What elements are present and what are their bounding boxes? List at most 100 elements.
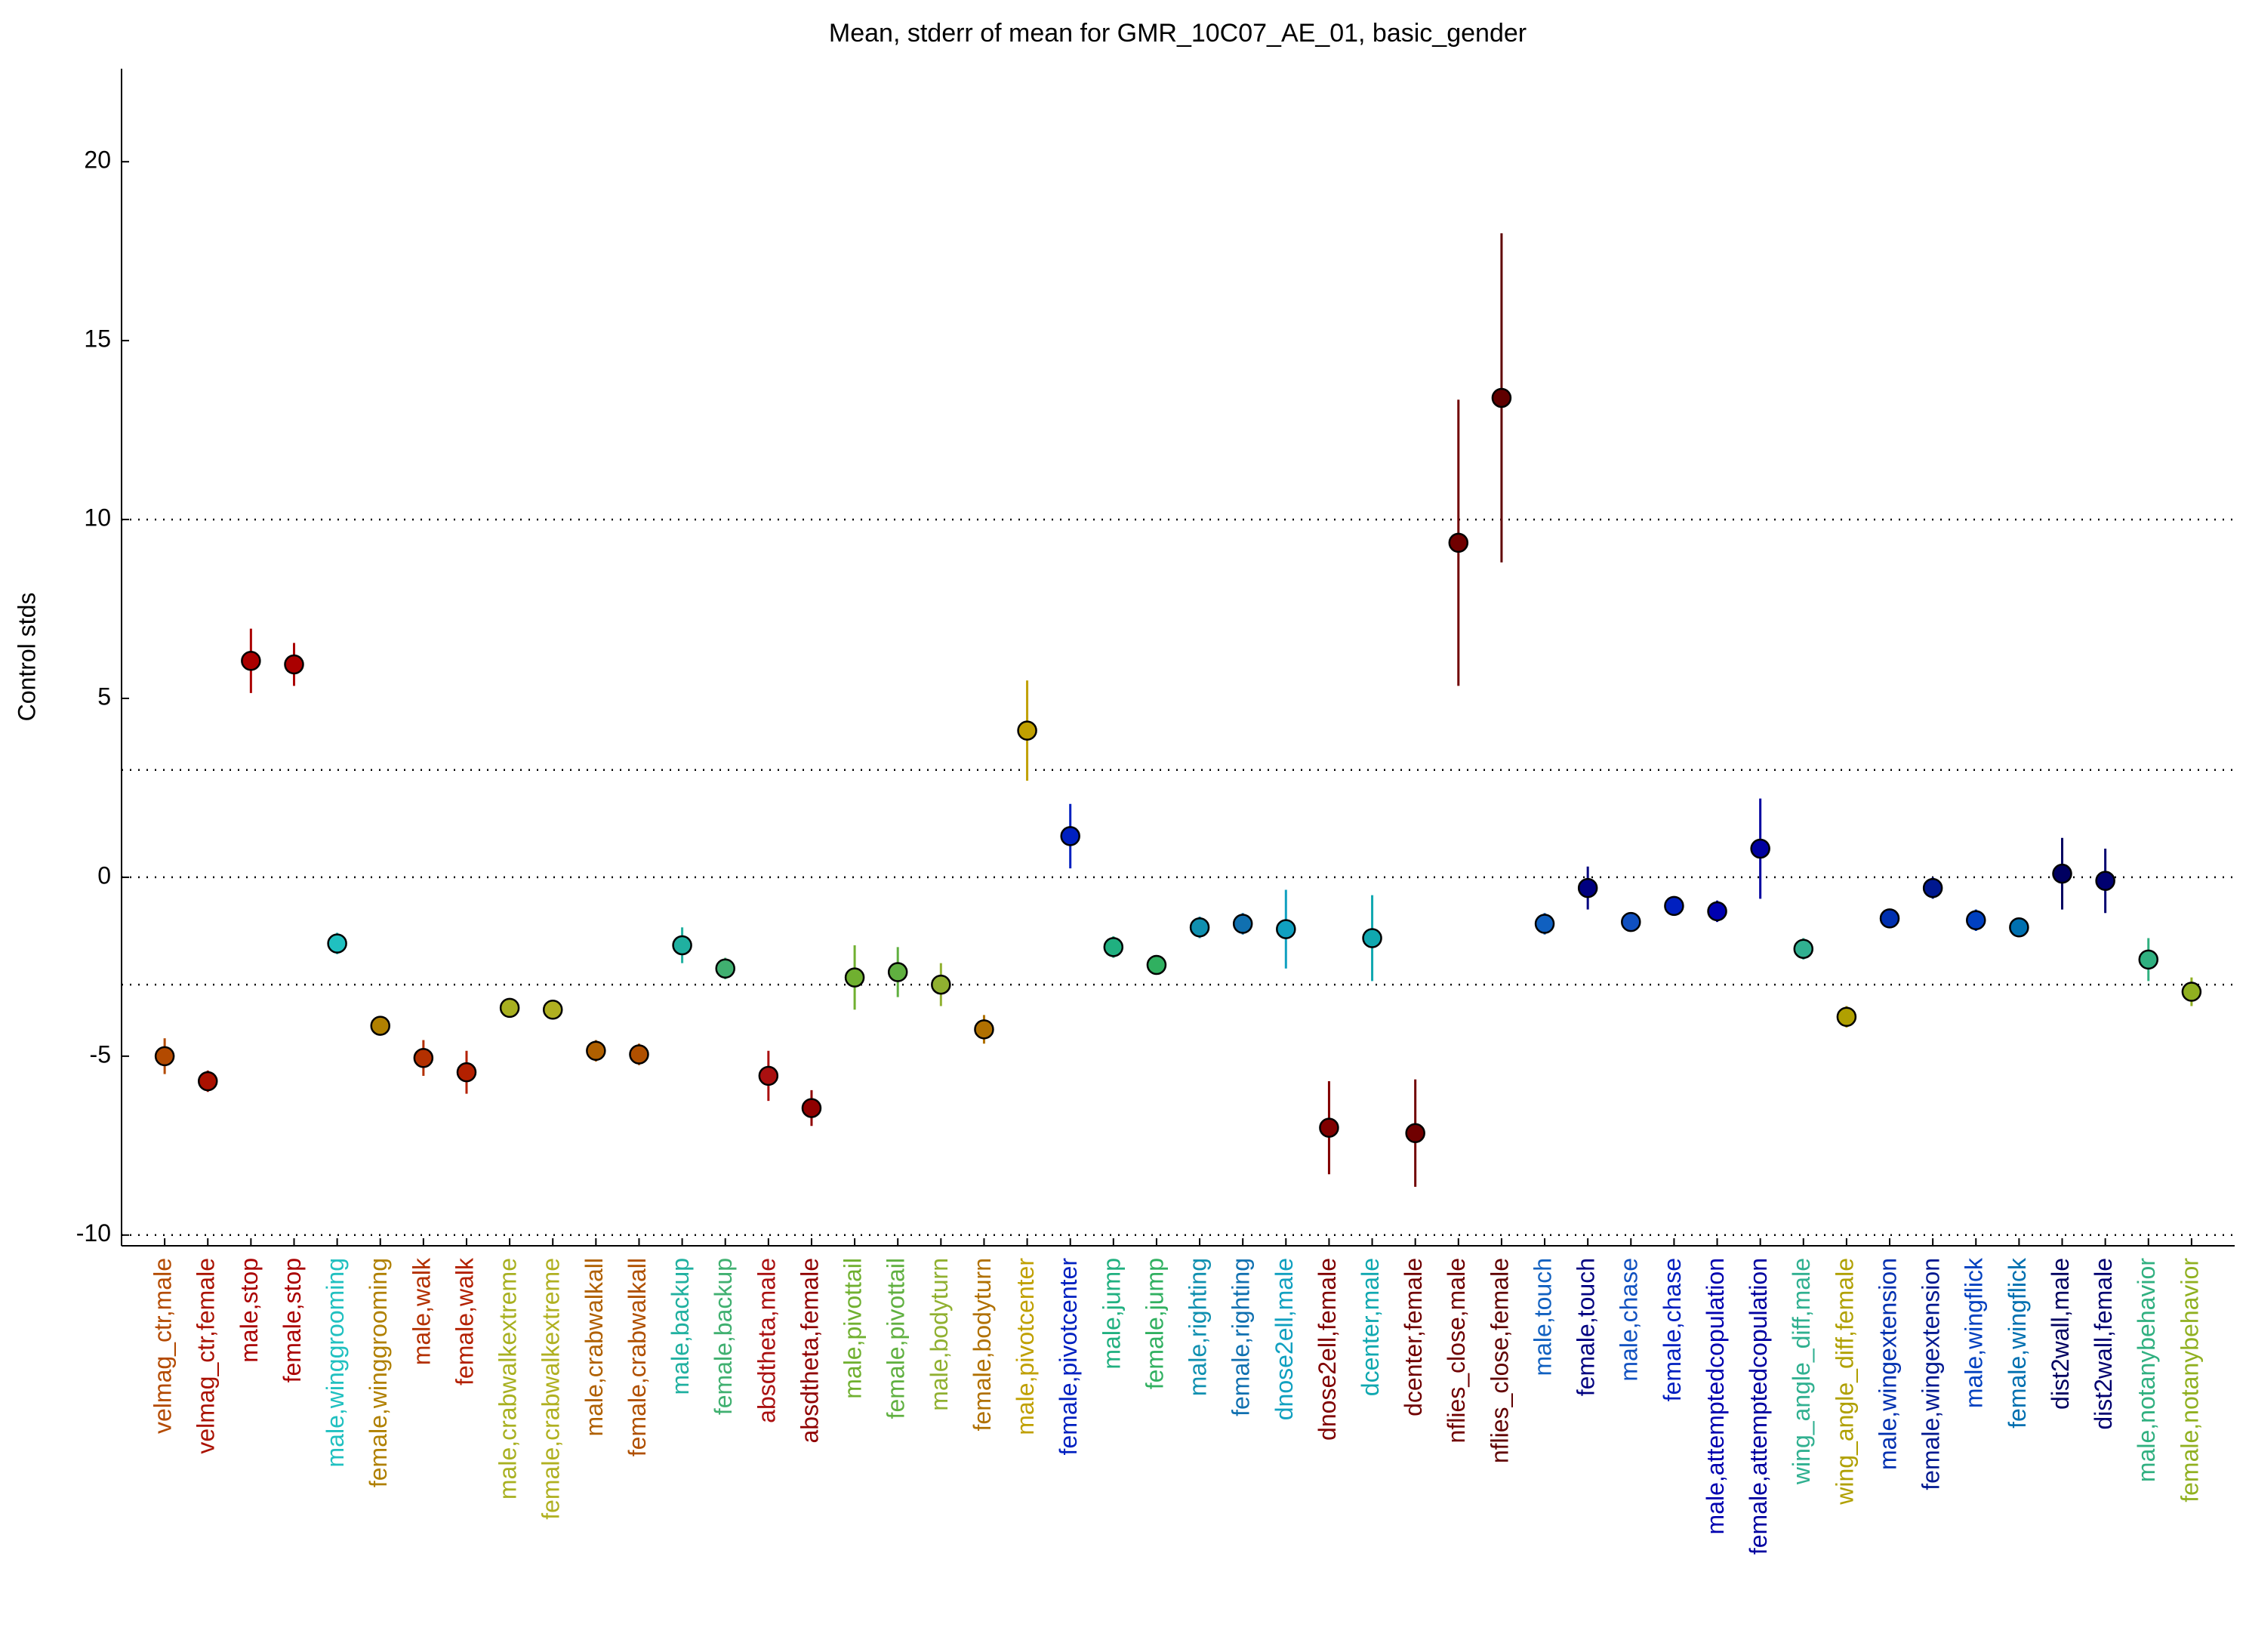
mean-marker (456, 1062, 477, 1083)
x-tick-label: female,crabwalkextreme (538, 1258, 565, 1520)
mean-marker (1232, 914, 1253, 934)
mean-marker (758, 1065, 779, 1086)
mean-marker (1707, 901, 1727, 922)
mean-marker (1189, 917, 1210, 938)
mean-marker (499, 997, 520, 1019)
mean-marker (1793, 938, 1814, 959)
x-tick-label: velmag_ctr,male (149, 1258, 177, 1434)
mean-marker (1319, 1117, 1339, 1138)
x-tick-label: female,bodyturn (969, 1258, 996, 1431)
x-tick-label: wing_angle_diff,male (1788, 1258, 1815, 1485)
mean-marker (1146, 954, 1167, 975)
mean-marker (801, 1098, 822, 1118)
mean-marker (1017, 720, 1037, 741)
x-tick-label: male,wingextension (1874, 1258, 1901, 1470)
x-tick-label: male,crabwalkextreme (494, 1258, 522, 1499)
x-tick-label: absdtheta,male (753, 1258, 780, 1423)
x-tick-label: nflies_close,female (1486, 1258, 1513, 1463)
x-tick-label: female,touch (1573, 1258, 1600, 1396)
mean-marker (1836, 1006, 1857, 1027)
x-tick-label: female,winggrooming (365, 1258, 392, 1487)
mean-marker (542, 1000, 563, 1020)
mean-marker (1362, 928, 1382, 948)
x-tick-label: male,walk (408, 1257, 435, 1365)
x-tick-label: male,winggrooming (322, 1258, 349, 1467)
x-tick-label: female,crabwalkall (624, 1258, 651, 1456)
x-tick-label: female,attemptedcopulation (1745, 1258, 1772, 1555)
x-tick-label: female,wingflick (2004, 1257, 2031, 1429)
mean-marker (154, 1046, 175, 1067)
x-tick-label: female,notanybehavior (2176, 1258, 2203, 1503)
mean-marker (1621, 911, 1641, 932)
x-tick-label: male,notanybehavior (2133, 1258, 2160, 1482)
mean-marker (2009, 917, 2029, 938)
x-tick-label: dnose2ell,male (1271, 1258, 1298, 1420)
mean-marker (197, 1071, 218, 1092)
mean-marker (586, 1040, 606, 1061)
mean-marker (844, 967, 865, 988)
x-tick-label: velmag_ctr,female (193, 1258, 220, 1454)
x-tick-label: male,wingflick (1961, 1257, 1988, 1408)
x-tick-label: dcenter,male (1357, 1258, 1384, 1396)
mean-marker (241, 650, 261, 671)
mean-marker (1966, 910, 1986, 931)
y-tick-label: 0 (97, 861, 111, 889)
mean-marker (1491, 387, 1512, 408)
x-tick-label: dist2wall,female (2090, 1258, 2117, 1430)
x-tick-label: female,pivottail (883, 1258, 910, 1419)
mean-marker (2181, 982, 2202, 1002)
x-tick-label: male,jump (1098, 1258, 1125, 1370)
mean-marker (1060, 826, 1080, 846)
mean-marker (629, 1044, 649, 1065)
x-tick-label: dnose2ell,female (1314, 1258, 1341, 1441)
x-tick-label: nflies_close,male (1443, 1258, 1470, 1443)
x-tick-label: male,stop (236, 1258, 263, 1363)
mean-marker (1276, 919, 1296, 939)
x-tick-label: male,righting (1185, 1258, 1212, 1396)
mean-marker (887, 962, 908, 982)
x-tick-label: female,chase (1659, 1258, 1686, 1401)
x-tick-label: female,pivotcenter (1055, 1258, 1082, 1456)
x-tick-label: female,jump (1141, 1258, 1168, 1389)
mean-marker (974, 1019, 994, 1040)
mean-marker (2095, 871, 2115, 891)
mean-marker (1448, 532, 1469, 553)
y-axis-label: Control stds (13, 593, 40, 722)
x-tick-label: female,stop (279, 1258, 306, 1382)
mean-marker (1664, 895, 1684, 917)
x-tick-label: dcenter,female (1400, 1258, 1427, 1416)
x-tick-label: male,pivotcenter (1012, 1258, 1039, 1435)
x-tick-label: male,bodyturn (926, 1258, 953, 1411)
mean-marker (284, 654, 304, 675)
x-tick-label: male,backup (667, 1258, 694, 1395)
mean-marker (1534, 914, 1555, 934)
mean-marker (1922, 877, 1943, 898)
x-tick-label: male,chase (1616, 1258, 1643, 1382)
x-tick-label: wing_angle_diff,female (1831, 1258, 1858, 1506)
mean-marker (2052, 863, 2072, 884)
x-tick-label: female,wingextension (1918, 1258, 1945, 1490)
mean-marker (672, 935, 692, 956)
mean-marker (1405, 1123, 1425, 1143)
mean-marker (715, 958, 735, 979)
x-tick-label: male,crabwalkall (581, 1258, 608, 1437)
mean-marker (1103, 937, 1124, 957)
x-tick-label: female,walk (451, 1257, 478, 1385)
x-tick-label: female,backup (710, 1258, 737, 1415)
x-tick-label: absdtheta,female (796, 1258, 823, 1444)
y-tick-label: 15 (84, 325, 111, 353)
mean-marker (1879, 908, 1900, 929)
mean-marker (413, 1047, 434, 1068)
mean-marker (1750, 838, 1770, 859)
x-tick-label: male,touch (1529, 1258, 1556, 1376)
mean-marker (1577, 877, 1598, 898)
x-tick-label: dist2wall,male (2047, 1258, 2074, 1410)
y-tick-label: 20 (84, 146, 111, 174)
mean-marker (2138, 949, 2159, 970)
x-tick-label: male,attemptedcopulation (1702, 1258, 1729, 1534)
y-tick-label: -5 (90, 1040, 111, 1068)
mean-marker (327, 933, 347, 954)
chart-title: Mean, stderr of mean for GMR_10C07_AE_01… (829, 19, 1527, 48)
y-tick-label: 5 (97, 683, 111, 710)
